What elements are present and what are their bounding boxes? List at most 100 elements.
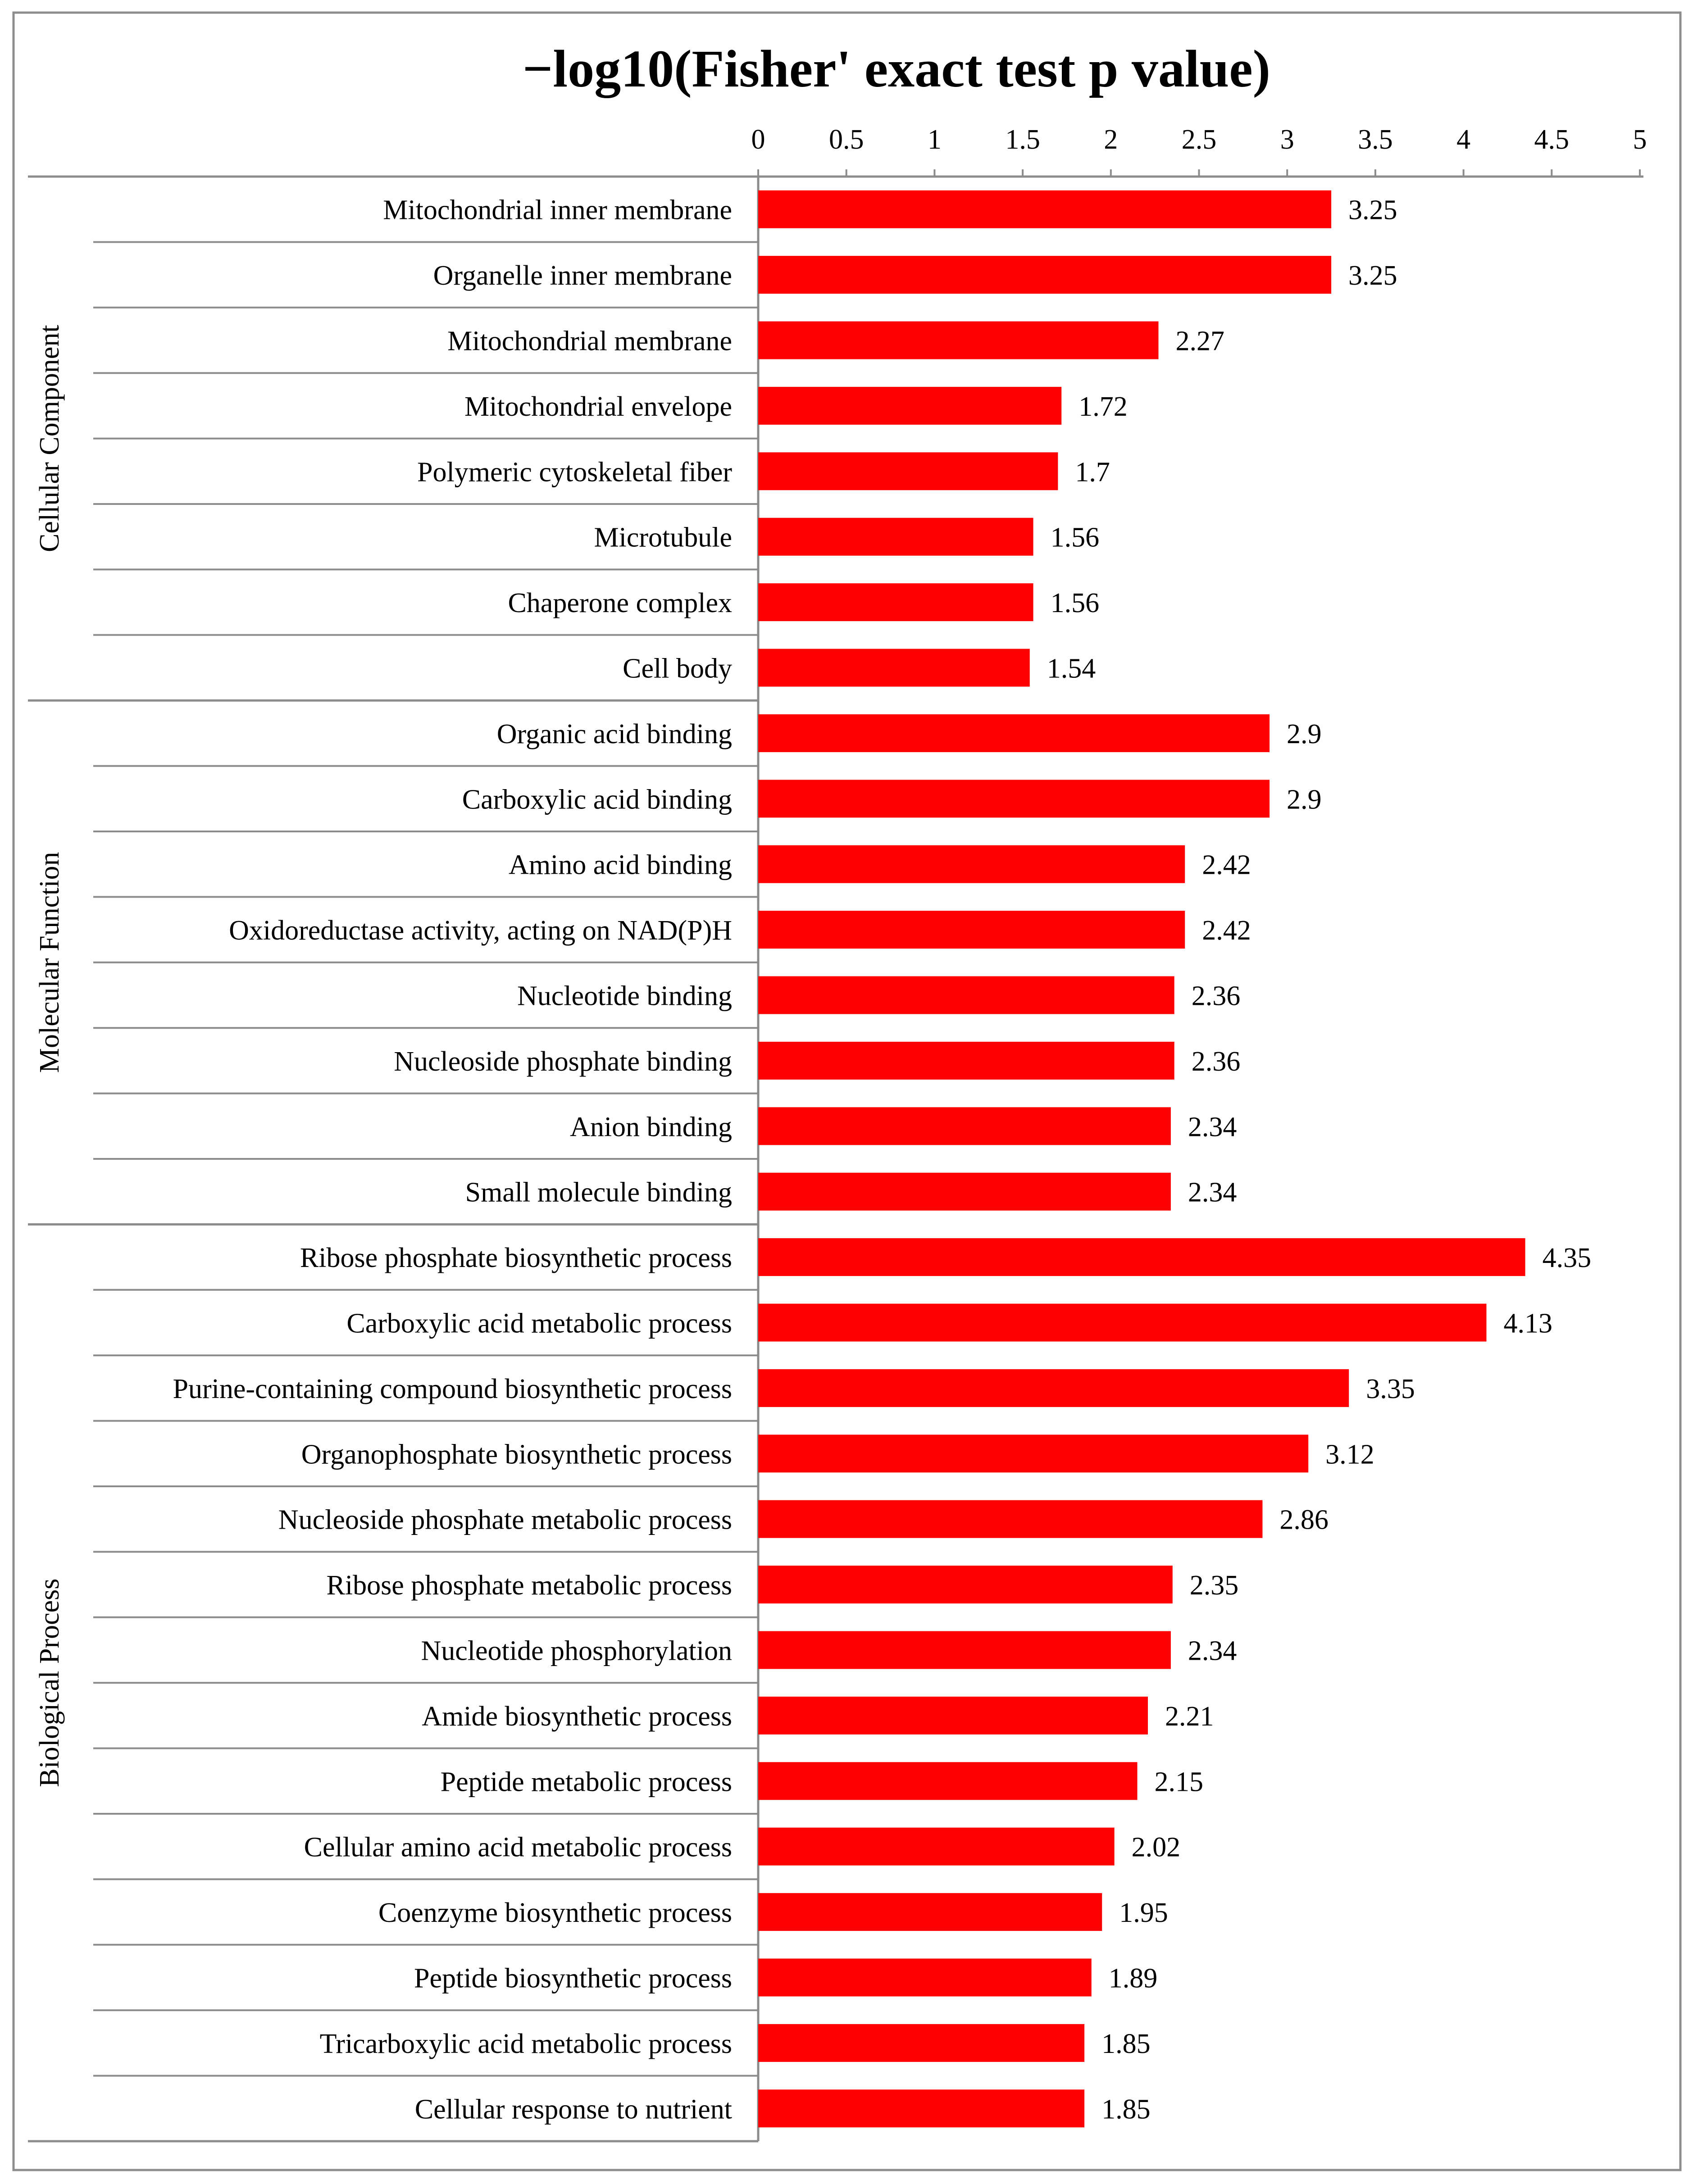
bar bbox=[758, 256, 1332, 294]
x-tick-label: 1.5 bbox=[1005, 124, 1040, 155]
bar bbox=[758, 1958, 1092, 1997]
data-label: 4.13 bbox=[1503, 1308, 1552, 1339]
category-label: Cellular response to nutrient bbox=[415, 2094, 732, 2125]
category-label: Nucleoside phosphate binding bbox=[394, 1046, 732, 1077]
bar bbox=[758, 1893, 1102, 1931]
category-label: Ribose phosphate metabolic process bbox=[326, 1570, 732, 1601]
category-label: Nucleoside phosphate metabolic process bbox=[278, 1505, 732, 1535]
category-label: Mitochondrial membrane bbox=[447, 326, 732, 357]
category-label: Anion binding bbox=[570, 1112, 732, 1142]
category-label: Purine-containing compound biosynthetic … bbox=[173, 1374, 732, 1404]
category-label: Nucleotide phosphorylation bbox=[421, 1636, 732, 1666]
data-label: 2.36 bbox=[1192, 981, 1241, 1012]
data-label: 3.25 bbox=[1348, 195, 1397, 226]
category-label: Tricarboxylic acid metabolic process bbox=[320, 2029, 732, 2059]
data-label: 2.42 bbox=[1202, 915, 1251, 946]
x-tick-label: 1 bbox=[928, 124, 942, 155]
data-label: 3.12 bbox=[1325, 1439, 1374, 1470]
data-label: 1.56 bbox=[1051, 522, 1100, 553]
bar bbox=[758, 190, 1332, 228]
category-label: Amide biosynthetic process bbox=[422, 1701, 732, 1732]
x-tick-label: 3 bbox=[1280, 124, 1294, 155]
x-tick-label: 5 bbox=[1633, 124, 1647, 155]
data-label: 2.15 bbox=[1155, 1766, 1204, 1797]
bar bbox=[758, 386, 1062, 425]
x-tick-label: 2.5 bbox=[1182, 124, 1217, 155]
category-label: Polymeric cytoskeletal fiber bbox=[417, 457, 732, 487]
bar bbox=[758, 518, 1033, 556]
data-label: 2.34 bbox=[1188, 1112, 1237, 1142]
category-label: Peptide metabolic process bbox=[441, 1766, 732, 1797]
data-label: 4.35 bbox=[1543, 1243, 1592, 1273]
bar bbox=[758, 911, 1185, 949]
x-tick-label: 3.5 bbox=[1358, 124, 1393, 155]
data-label: 2.27 bbox=[1175, 326, 1224, 357]
data-label: 2.34 bbox=[1188, 1636, 1237, 1666]
data-label: 1.56 bbox=[1051, 588, 1100, 618]
bar bbox=[758, 2089, 1085, 2128]
category-label: Chaperone complex bbox=[508, 588, 732, 618]
bar bbox=[758, 1303, 1487, 1342]
data-label: 1.85 bbox=[1101, 2029, 1151, 2059]
category-label: Mitochondrial inner membrane bbox=[383, 195, 732, 226]
x-tick-label: 4.5 bbox=[1534, 124, 1570, 155]
bar bbox=[758, 1238, 1525, 1276]
category-label: Organic acid binding bbox=[497, 719, 732, 749]
data-label: 2.9 bbox=[1287, 719, 1322, 749]
bar bbox=[758, 780, 1270, 818]
data-label: 3.25 bbox=[1348, 260, 1397, 291]
data-label: 2.42 bbox=[1202, 850, 1251, 881]
category-label: Cellular amino acid metabolic process bbox=[304, 1832, 732, 1863]
bar bbox=[758, 583, 1033, 622]
bar bbox=[758, 2024, 1085, 2062]
data-label: 1.95 bbox=[1119, 1898, 1168, 1928]
bar bbox=[758, 1369, 1349, 1407]
bar bbox=[758, 1631, 1171, 1669]
x-tick-label: 0 bbox=[751, 124, 765, 155]
bar bbox=[758, 1827, 1115, 1866]
category-label: Small molecule binding bbox=[465, 1177, 732, 1208]
bar bbox=[758, 714, 1270, 752]
group-label: Molecular Function bbox=[34, 852, 65, 1073]
bar bbox=[758, 1172, 1171, 1211]
bar bbox=[758, 1762, 1138, 1800]
category-label: Oxidoreductase activity, acting on NAD(P… bbox=[229, 915, 732, 946]
bar bbox=[758, 1566, 1173, 1604]
category-label: Cell body bbox=[623, 654, 732, 684]
category-label: Coenzyme biosynthetic process bbox=[378, 1898, 732, 1928]
bar bbox=[758, 976, 1174, 1014]
data-label: 2.21 bbox=[1165, 1701, 1214, 1732]
category-label: Carboxylic acid metabolic process bbox=[346, 1308, 732, 1339]
category-label: Organophosphate biosynthetic process bbox=[301, 1439, 732, 1470]
category-label: Amino acid binding bbox=[509, 850, 732, 881]
data-label: 3.35 bbox=[1366, 1374, 1415, 1404]
data-label: 2.02 bbox=[1132, 1832, 1181, 1863]
data-label: 1.7 bbox=[1075, 457, 1110, 487]
data-label: 1.54 bbox=[1047, 654, 1096, 684]
data-label: 2.34 bbox=[1188, 1177, 1237, 1208]
x-tick-label: 0.5 bbox=[829, 124, 864, 155]
category-label: Ribose phosphate biosynthetic process bbox=[300, 1243, 732, 1273]
data-label: 1.72 bbox=[1079, 391, 1128, 422]
group-label: Biological Process bbox=[34, 1579, 65, 1787]
x-tick-label: 2 bbox=[1104, 124, 1118, 155]
bar bbox=[758, 1696, 1148, 1734]
group-labels: Cellular Component Molecular Function Biol… bbox=[34, 325, 65, 1787]
data-label: 2.36 bbox=[1192, 1046, 1241, 1077]
category-label: Organelle inner membrane bbox=[433, 260, 732, 291]
bar bbox=[758, 649, 1030, 687]
data-label: 1.89 bbox=[1109, 1963, 1158, 1994]
category-label: Carboxylic acid binding bbox=[462, 784, 732, 815]
bar bbox=[758, 1500, 1263, 1538]
data-label: 2.35 bbox=[1190, 1570, 1239, 1601]
chart-title: −log10(Fisher' exact test p value) bbox=[523, 39, 1270, 98]
category-rows: Mitochondrial inner membrane 3.25 Organell… bbox=[28, 175, 1592, 2143]
bar bbox=[758, 1041, 1174, 1080]
x-tick-label: 4 bbox=[1456, 124, 1470, 155]
bar bbox=[758, 1435, 1309, 1473]
bar bbox=[758, 1107, 1171, 1145]
bar bbox=[758, 452, 1058, 490]
category-label: Microtubule bbox=[594, 522, 733, 553]
